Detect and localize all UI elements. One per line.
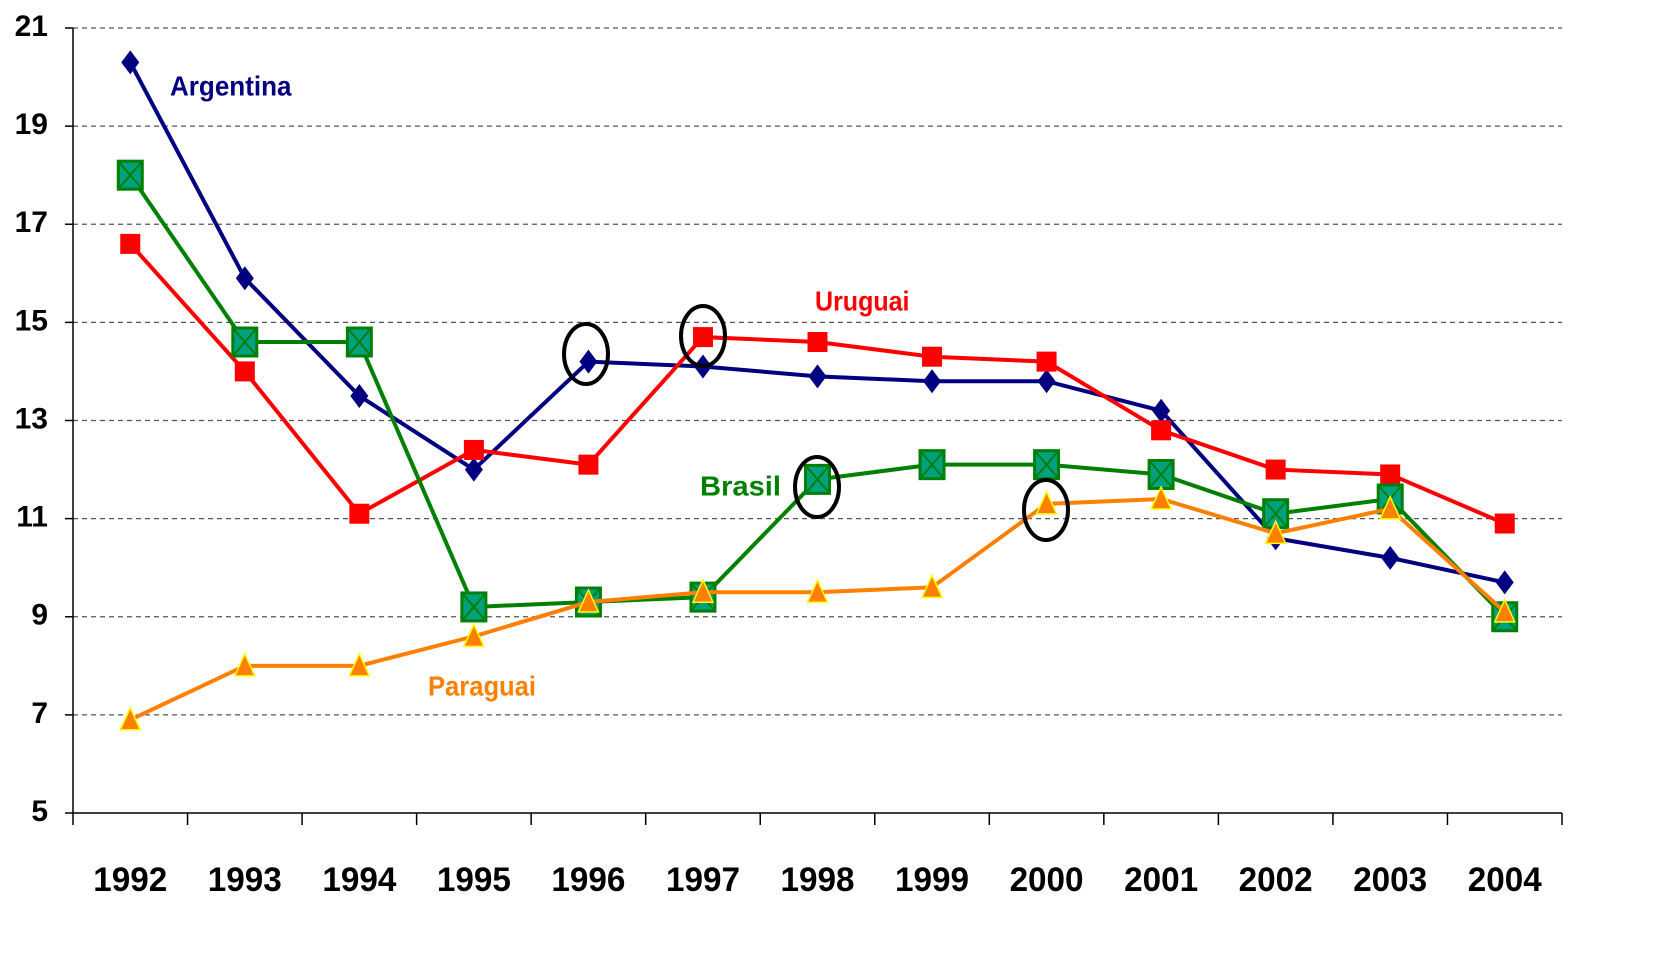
marker xyxy=(806,578,829,603)
axes: 5 7 9 11 13 15 17 19 21 1992 1993 1994 1995 1996 1997 1… xyxy=(15,10,1563,899)
series-label: Uruguai xyxy=(815,285,910,316)
marker xyxy=(1152,398,1171,423)
marker xyxy=(1149,485,1173,510)
marker xyxy=(807,332,828,352)
marker-cross xyxy=(117,160,144,190)
marker xyxy=(234,361,255,382)
marker xyxy=(348,652,371,677)
series-label: Brasil xyxy=(700,470,781,501)
marker-cross xyxy=(804,464,831,495)
series-line xyxy=(129,496,1507,722)
marker xyxy=(350,383,369,408)
series-line xyxy=(128,174,1507,619)
marker xyxy=(920,573,944,599)
y-tick-label: 17 xyxy=(15,206,48,239)
marker-cross xyxy=(1148,459,1174,490)
marker xyxy=(923,369,942,394)
marker xyxy=(577,588,600,613)
marker xyxy=(1495,570,1514,595)
x-tick-label: 2003 xyxy=(1353,861,1427,899)
highlight-circle xyxy=(1022,478,1070,542)
marker xyxy=(692,327,713,348)
highlight-circle xyxy=(793,455,841,519)
marker-cross xyxy=(232,327,258,357)
x-tick-label: 1997 xyxy=(666,861,740,899)
highlight-circle xyxy=(679,304,727,368)
marker xyxy=(349,503,370,524)
marker xyxy=(119,705,142,731)
series-label: Paraguai xyxy=(428,670,536,701)
x-tick-label: 1995 xyxy=(437,861,511,899)
marker xyxy=(120,233,141,254)
series-label: Argentina xyxy=(170,70,292,101)
marker-cross xyxy=(919,450,945,480)
marker xyxy=(1380,464,1401,485)
marker-cross xyxy=(461,592,487,622)
marker xyxy=(579,349,598,374)
marker xyxy=(578,454,599,475)
marker xyxy=(691,578,715,603)
y-tick-label: 21 xyxy=(15,10,48,43)
x-tick-label: 2004 xyxy=(1468,861,1542,899)
marker-cross xyxy=(1262,499,1289,529)
marker xyxy=(808,364,827,389)
marker xyxy=(464,457,483,482)
marker xyxy=(1035,490,1058,515)
marker xyxy=(1493,598,1516,623)
marker xyxy=(1265,459,1286,480)
y-tick-label: 13 xyxy=(15,402,48,435)
annotation-circles xyxy=(562,304,1070,542)
x-tick-label: 1993 xyxy=(208,861,282,899)
marker xyxy=(235,266,254,291)
y-tick-label: 7 xyxy=(31,697,48,730)
marker xyxy=(233,652,256,677)
marker xyxy=(463,439,484,460)
marker-cross xyxy=(1033,450,1060,480)
x-tick-label: 1998 xyxy=(781,861,855,899)
marker xyxy=(1264,519,1287,545)
marker xyxy=(1381,545,1400,570)
marker-cross xyxy=(346,327,373,357)
marker xyxy=(1379,495,1402,520)
marker xyxy=(922,346,943,367)
series: Argentina xyxy=(121,50,1514,595)
y-tick-label: 15 xyxy=(15,304,48,337)
y-tick-label: 19 xyxy=(15,108,48,141)
x-tick-label: 1999 xyxy=(895,861,969,899)
y-tick-label: 11 xyxy=(16,501,48,534)
highlight-circle xyxy=(562,322,610,386)
y-tick-label: 9 xyxy=(31,599,48,632)
x-tick-label: 1992 xyxy=(93,861,167,899)
y-tick-label: 5 xyxy=(31,795,48,828)
marker xyxy=(1036,351,1057,372)
x-tick-label: 2002 xyxy=(1239,861,1313,899)
marker xyxy=(1037,369,1056,394)
series: Uruguai xyxy=(120,233,1515,534)
marker xyxy=(1494,513,1515,534)
x-tick-label: 1996 xyxy=(551,861,625,899)
marker xyxy=(1151,420,1172,441)
x-tick-label: 2001 xyxy=(1124,861,1198,899)
series: Brasil xyxy=(116,159,1519,633)
x-tick-label: 2000 xyxy=(1010,861,1084,899)
x-tick-label: 1994 xyxy=(322,861,396,899)
series: Paraguai xyxy=(119,485,1516,731)
marker xyxy=(462,622,486,648)
marker xyxy=(121,50,140,75)
